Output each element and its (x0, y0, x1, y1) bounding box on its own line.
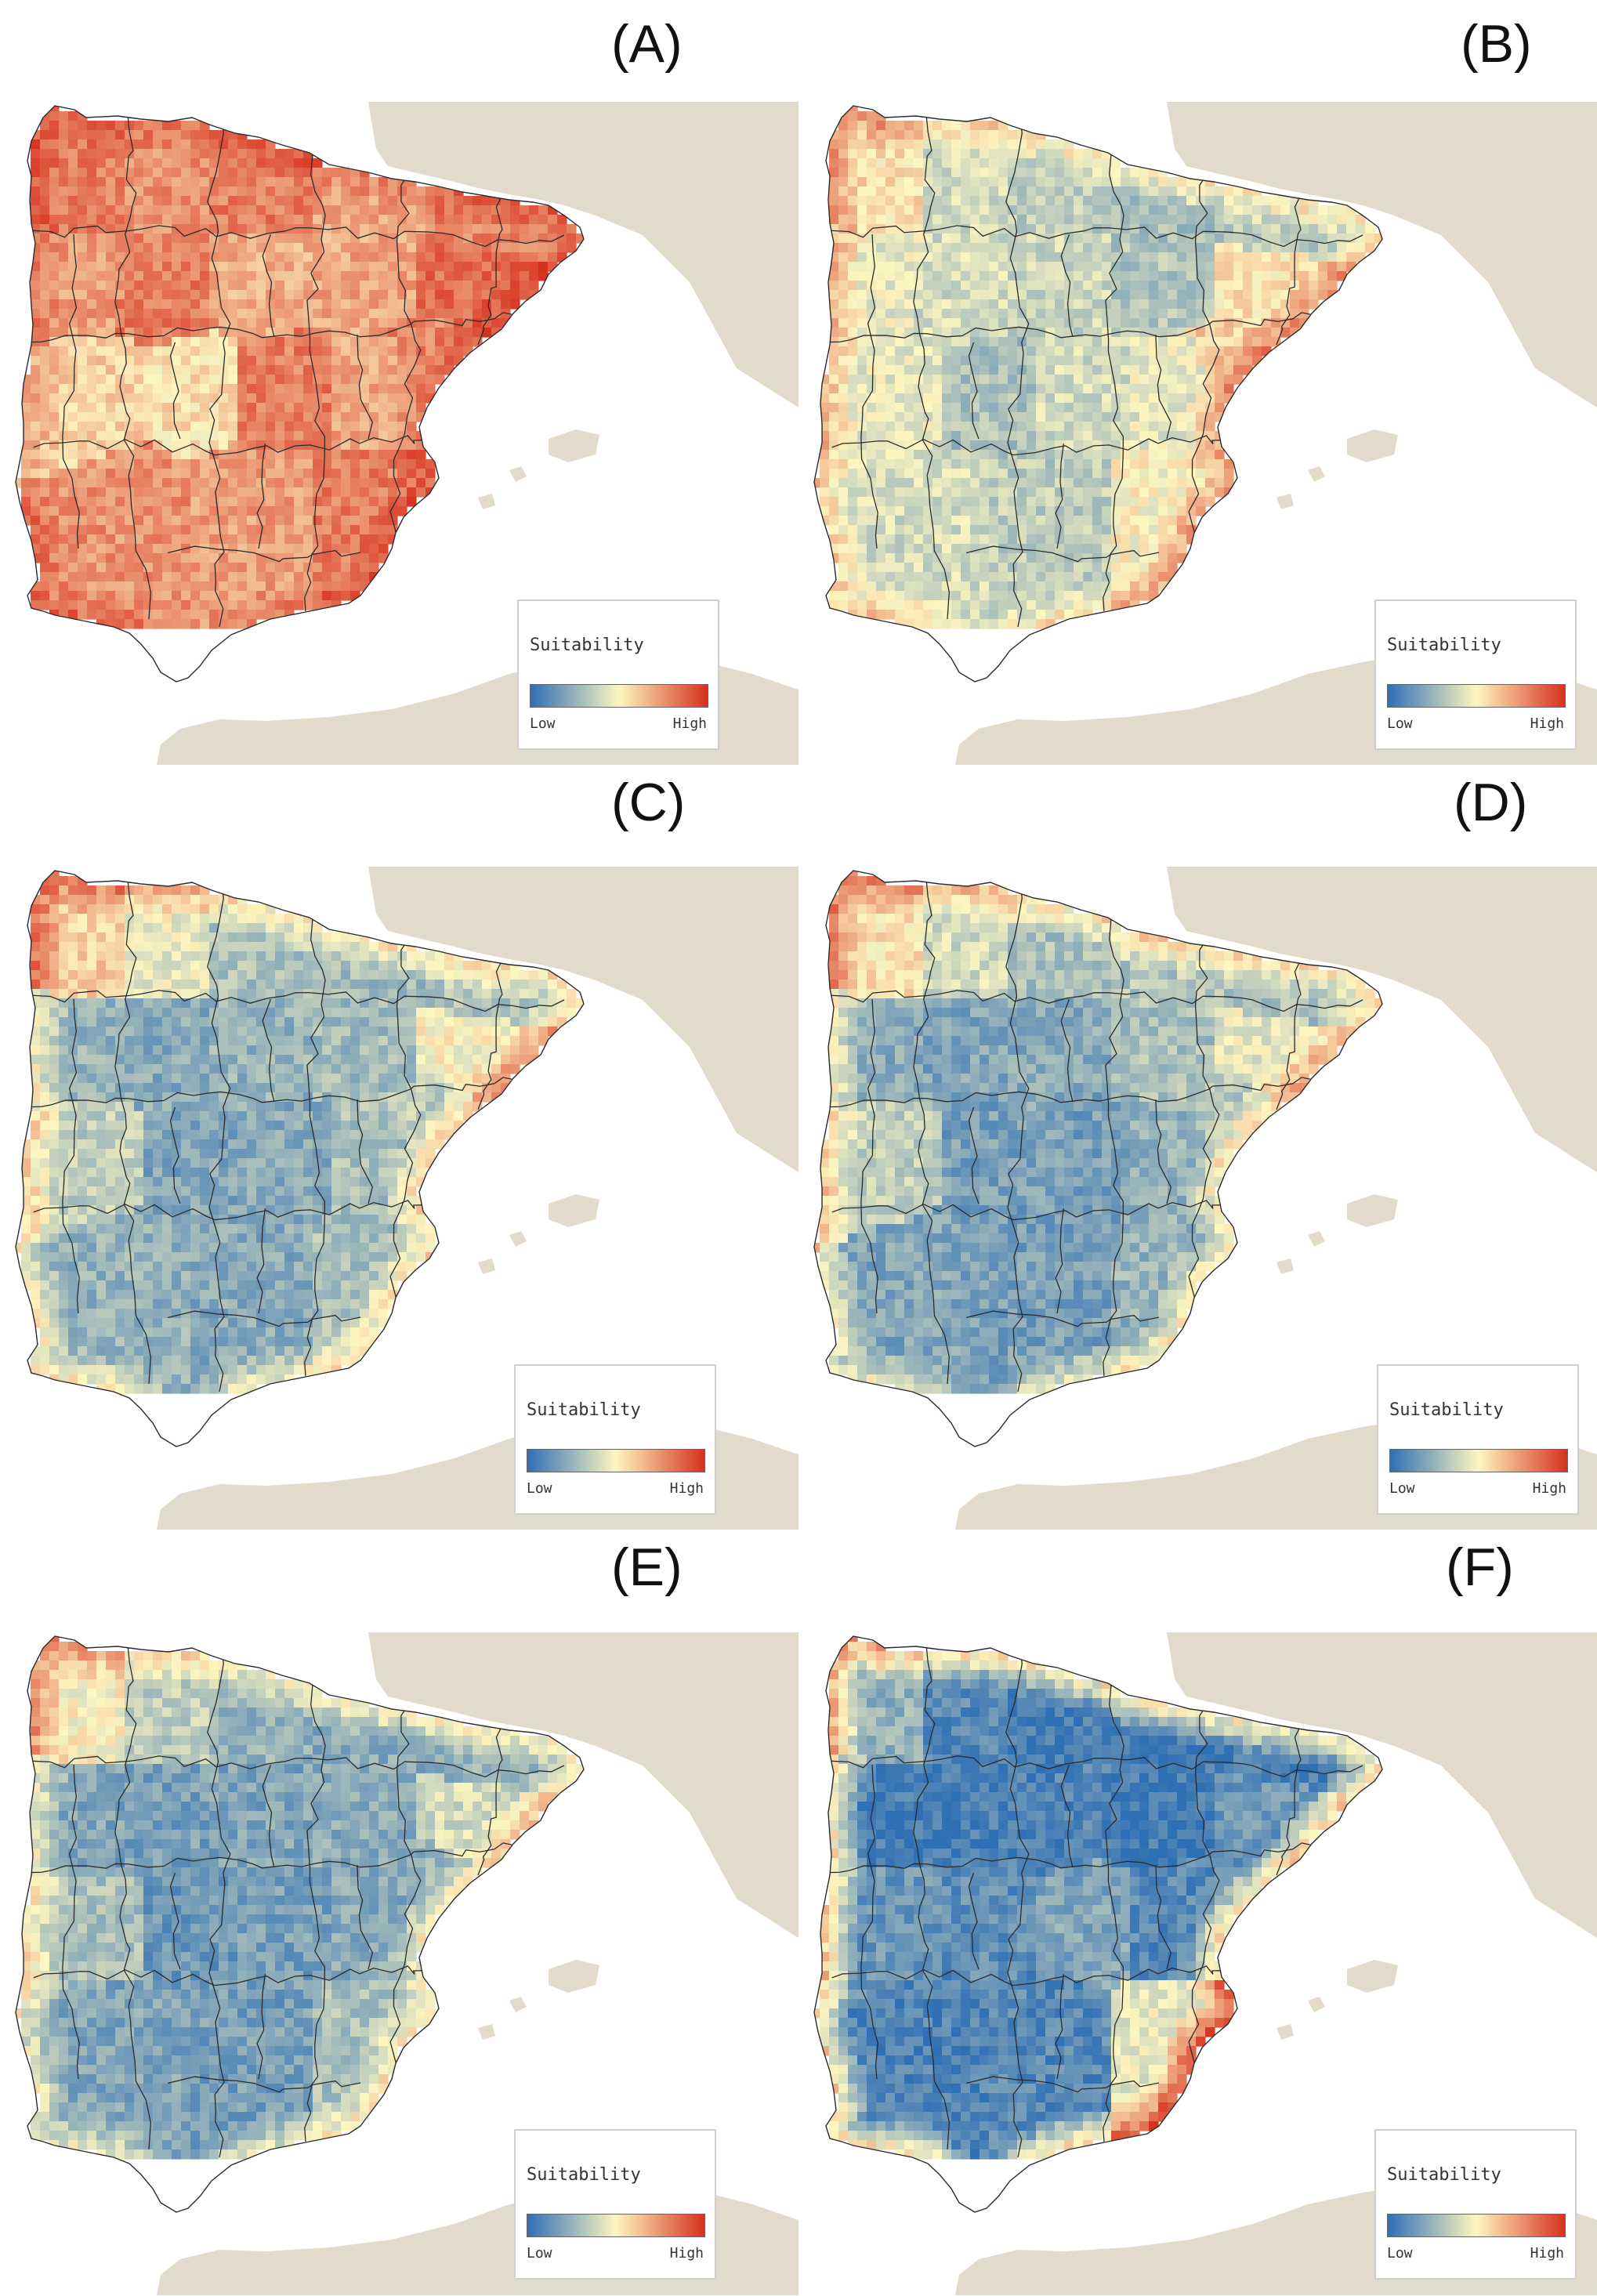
legend-title: Suitability (1389, 1400, 1504, 1420)
legend-high-label: High (669, 2245, 704, 2262)
panel-label: (A) (611, 14, 683, 74)
balearic-island (1277, 1258, 1294, 1274)
balearic-island (549, 429, 599, 462)
peninsula-outline (813, 105, 1383, 683)
legend-low-label: Low (527, 1480, 552, 1497)
suitability-map (15, 1632, 798, 2295)
province-boundaries (824, 1643, 1363, 2158)
legend: Suitability Low High (1374, 599, 1577, 750)
legend-high-label: High (1532, 1480, 1566, 1497)
legend-color-ramp (530, 684, 708, 708)
france-landmass (1167, 102, 1597, 407)
province-boundaries (25, 878, 565, 1392)
balearic-island (1308, 466, 1325, 482)
balearic-island (1277, 2024, 1294, 2040)
map-panel-c: (C) Suitability Low High (0, 765, 798, 1530)
province-boundaries (824, 113, 1363, 628)
province-boundaries (25, 1643, 565, 2158)
balearic-island (478, 494, 495, 509)
map-panel-f: (F) Suitability Low High (798, 1530, 1597, 2296)
map-panel-e: (E) Suitability Low High (0, 1530, 798, 2296)
france-landmass (368, 867, 798, 1172)
peninsula-outline (813, 1635, 1383, 2213)
legend: Suitability Low High (1377, 1364, 1579, 1515)
legend-high-label: High (669, 1480, 704, 1497)
legend-title: Suitability (527, 2165, 641, 2185)
france-landmass (368, 1632, 798, 1938)
suitability-map (813, 867, 1597, 1530)
balearic-island (1308, 1231, 1325, 1247)
france-landmass (368, 102, 798, 407)
balearic-island (509, 1231, 527, 1247)
balearic-island (509, 466, 527, 482)
peninsula-outline (15, 1635, 585, 2213)
province-boundaries (824, 878, 1363, 1392)
suitability-raster (814, 106, 1382, 629)
map-panel-d: (D) Suitability Low High (798, 765, 1597, 1530)
province-boundaries (25, 113, 565, 628)
balearic-island (1347, 1960, 1398, 1993)
peninsula-outline (813, 870, 1383, 1447)
balearic-island (1277, 494, 1294, 509)
legend-high-label: High (1530, 2245, 1564, 2262)
legend: Suitability Low High (1374, 2129, 1577, 2280)
suitability-raster (16, 1636, 584, 2160)
balearic-island (478, 1258, 495, 1274)
legend-color-ramp (1387, 2214, 1566, 2237)
legend-color-ramp (1387, 684, 1566, 708)
suitability-raster (814, 871, 1382, 1394)
legend-title: Suitability (1387, 2165, 1501, 2185)
map-panel-b: (B) Suitability Low High (798, 0, 1597, 765)
balearic-island (549, 1194, 599, 1227)
legend-high-label: High (1530, 715, 1564, 732)
panel-label: (D) (1454, 773, 1528, 832)
suitability-raster (814, 1636, 1382, 2160)
balearic-island (1347, 429, 1398, 462)
legend-title: Suitability (527, 1400, 641, 1420)
balearic-island (509, 1997, 527, 2012)
balearic-island (478, 2024, 495, 2040)
balearic-island (549, 1960, 599, 1993)
legend-low-label: Low (530, 715, 556, 732)
legend-color-ramp (527, 2214, 705, 2237)
legend: Suitability Low High (514, 1364, 716, 1515)
france-landmass (1167, 867, 1597, 1172)
panel-label: (E) (611, 1537, 683, 1597)
panel-label: (B) (1461, 14, 1532, 74)
panel-label: (F) (1446, 1537, 1514, 1597)
balearic-island (1308, 1997, 1325, 2012)
peninsula-outline (15, 870, 585, 1447)
france-landmass (1167, 1632, 1597, 1938)
suitability-map (15, 102, 798, 765)
legend-low-label: Low (1387, 2245, 1413, 2262)
legend-color-ramp (1389, 1449, 1568, 1472)
legend-title: Suitability (530, 636, 644, 655)
suitability-raster (16, 871, 584, 1394)
legend: Suitability Low High (514, 2129, 716, 2280)
legend-title: Suitability (1387, 636, 1501, 655)
legend-low-label: Low (1387, 715, 1413, 732)
legend-color-ramp (527, 1449, 705, 1472)
legend-low-label: Low (527, 2245, 552, 2262)
balearic-island (1347, 1194, 1398, 1227)
legend-high-label: High (672, 715, 707, 732)
peninsula-outline (15, 105, 585, 683)
panel-label: (C) (611, 773, 686, 832)
legend: Suitability Low High (517, 599, 719, 750)
legend-low-label: Low (1389, 1480, 1415, 1497)
map-panel-a: (A) Suitability Low High (0, 0, 798, 765)
